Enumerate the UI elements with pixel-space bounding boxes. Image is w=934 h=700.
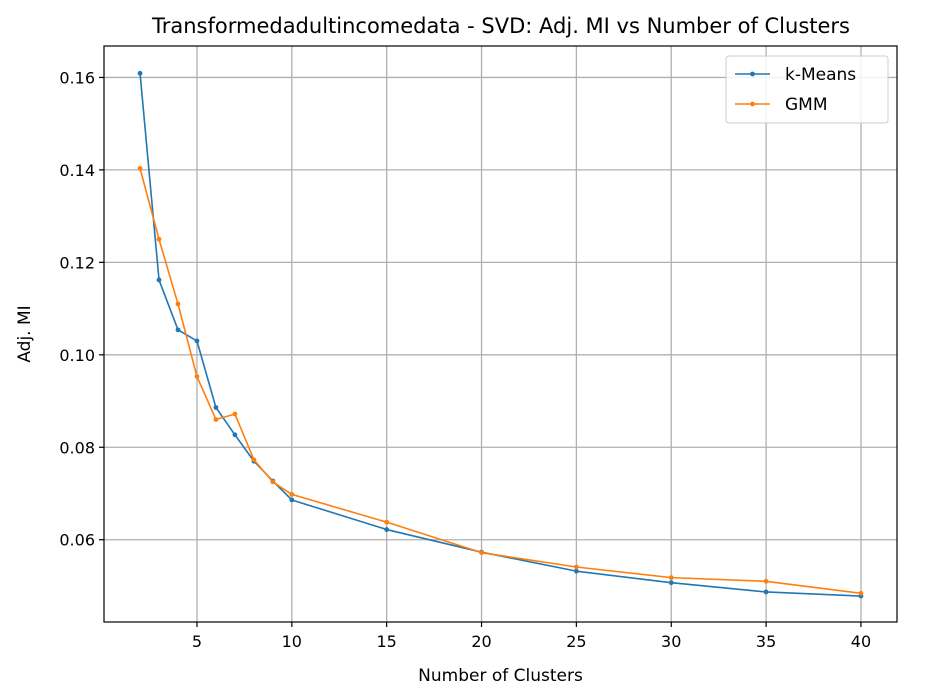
x-tick-label: 20 bbox=[471, 632, 491, 651]
data-point-k-means bbox=[668, 580, 674, 586]
data-point-gmm bbox=[232, 411, 238, 417]
series-layer bbox=[137, 70, 864, 599]
x-tick-label: 30 bbox=[661, 632, 681, 651]
data-point-gmm bbox=[251, 457, 257, 463]
data-point-k-means bbox=[137, 70, 143, 76]
plot-frame bbox=[103, 45, 898, 623]
data-point-gmm bbox=[479, 550, 484, 556]
data-point-gmm bbox=[763, 578, 769, 584]
data-point-gmm bbox=[858, 590, 864, 596]
y-axis-label: Adj. MI bbox=[15, 305, 35, 362]
series-k-means bbox=[137, 70, 864, 599]
x-tick-label: 40 bbox=[851, 632, 871, 651]
x-tick-label: 10 bbox=[282, 632, 302, 651]
data-point-gmm bbox=[668, 575, 674, 581]
data-point-k-means bbox=[289, 497, 295, 503]
data-point-k-means bbox=[763, 589, 769, 595]
x-tick-label: 35 bbox=[756, 632, 776, 651]
series-line-k-means bbox=[139, 73, 861, 597]
legend-marker-gmm bbox=[750, 101, 755, 107]
data-point-k-means bbox=[384, 527, 390, 532]
y-axis: 0.06 0.08 0.10 0.12 0.14 0.16 bbox=[59, 68, 104, 550]
y-tick-label: 0.06 bbox=[59, 531, 95, 550]
data-point-k-means bbox=[232, 432, 238, 438]
legend-item-gmm: GMM bbox=[735, 95, 828, 115]
data-point-gmm bbox=[175, 301, 181, 307]
y-tick-label: 0.14 bbox=[59, 161, 95, 180]
y-tick-label: 0.12 bbox=[59, 253, 95, 272]
y-tick-label: 0.10 bbox=[59, 346, 95, 365]
grid bbox=[104, 46, 897, 622]
data-point-gmm bbox=[289, 492, 295, 497]
data-point-gmm bbox=[137, 166, 143, 171]
data-point-k-means bbox=[213, 405, 219, 410]
legend-label-k-means: k-Means bbox=[785, 65, 856, 85]
x-axis-label: Number of Clusters bbox=[418, 666, 583, 686]
data-point-k-means bbox=[194, 338, 200, 344]
series-gmm bbox=[137, 166, 864, 596]
data-point-k-means bbox=[156, 277, 162, 283]
x-axis: 5 10 15 20 25 30 35 40 bbox=[192, 622, 871, 651]
data-point-gmm bbox=[573, 564, 579, 570]
data-point-gmm bbox=[384, 519, 390, 525]
legend-marker-k-means bbox=[750, 71, 755, 77]
x-tick-label: 15 bbox=[376, 632, 396, 651]
legend: k-Means GMM bbox=[725, 55, 889, 124]
legend-box bbox=[725, 55, 889, 124]
data-point-gmm bbox=[213, 417, 219, 422]
x-tick-label: 5 bbox=[192, 632, 202, 651]
legend-item-k-means: k-Means bbox=[735, 65, 856, 85]
legend-label-gmm: GMM bbox=[785, 95, 828, 115]
data-point-gmm bbox=[194, 374, 200, 379]
x-tick-label: 25 bbox=[566, 632, 586, 651]
y-tick-label: 0.08 bbox=[59, 438, 95, 457]
data-point-gmm bbox=[270, 479, 276, 485]
chart-title: Transformedadultincomedata - SVD: Adj. M… bbox=[151, 14, 850, 38]
data-point-k-means bbox=[573, 568, 579, 574]
series-line-gmm bbox=[139, 168, 862, 595]
y-tick-label: 0.16 bbox=[59, 68, 95, 87]
data-point-gmm bbox=[156, 236, 162, 242]
data-point-k-means bbox=[175, 327, 181, 333]
